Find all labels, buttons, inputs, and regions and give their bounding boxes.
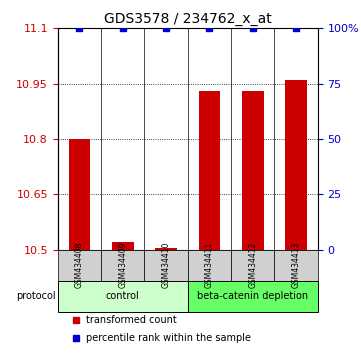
Bar bbox=[285, 80, 307, 250]
FancyBboxPatch shape bbox=[188, 280, 318, 312]
FancyBboxPatch shape bbox=[188, 250, 231, 280]
Bar bbox=[242, 91, 264, 250]
Text: GSM434412: GSM434412 bbox=[248, 242, 257, 288]
FancyBboxPatch shape bbox=[58, 250, 101, 280]
Text: GSM434410: GSM434410 bbox=[162, 242, 170, 288]
Text: transformed count: transformed count bbox=[86, 315, 177, 325]
Text: protocol: protocol bbox=[16, 291, 56, 301]
FancyBboxPatch shape bbox=[101, 250, 144, 280]
Bar bbox=[112, 242, 134, 250]
Text: beta-catenin depletion: beta-catenin depletion bbox=[197, 291, 308, 301]
Text: GSM434413: GSM434413 bbox=[292, 242, 300, 288]
Text: control: control bbox=[106, 291, 140, 301]
FancyBboxPatch shape bbox=[144, 250, 188, 280]
Bar bbox=[69, 139, 90, 250]
Text: percentile rank within the sample: percentile rank within the sample bbox=[86, 333, 251, 343]
Bar bbox=[155, 248, 177, 250]
FancyBboxPatch shape bbox=[274, 250, 318, 280]
FancyBboxPatch shape bbox=[231, 250, 274, 280]
FancyBboxPatch shape bbox=[58, 280, 188, 312]
Text: GSM434409: GSM434409 bbox=[118, 242, 127, 288]
Title: GDS3578 / 234762_x_at: GDS3578 / 234762_x_at bbox=[104, 12, 271, 26]
Text: GSM434411: GSM434411 bbox=[205, 242, 214, 288]
Bar bbox=[199, 91, 220, 250]
Text: GSM434408: GSM434408 bbox=[75, 242, 84, 288]
